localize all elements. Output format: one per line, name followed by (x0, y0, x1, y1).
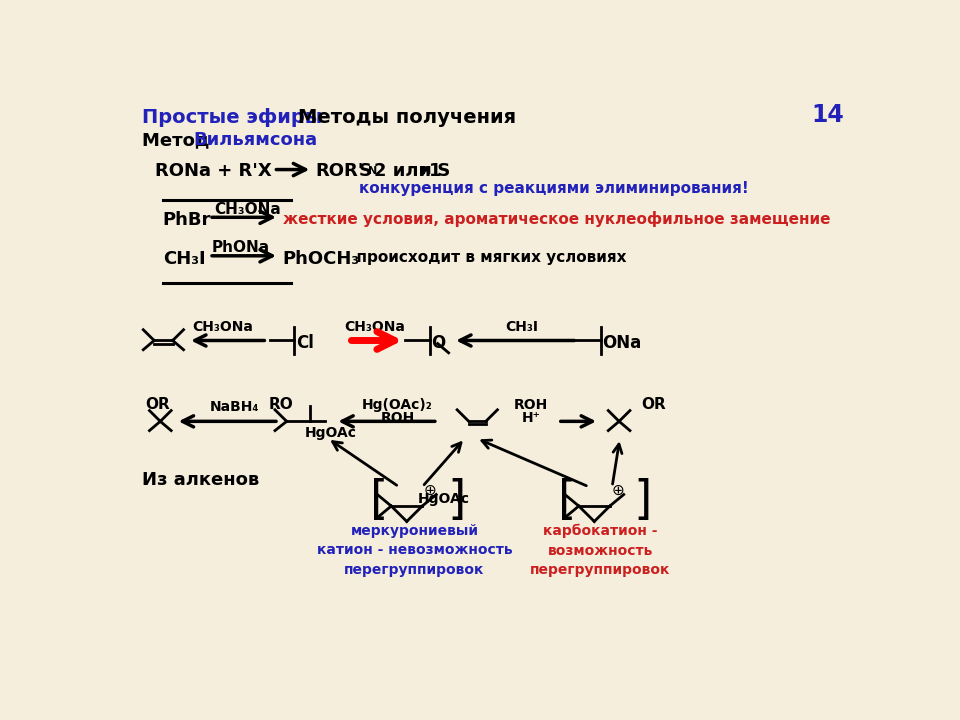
Text: Вильямсона: Вильямсона (194, 131, 318, 149)
Text: меркурониевый
катион - невозможность
перегруппировок: меркурониевый катион - невозможность пер… (317, 523, 513, 577)
Text: Простые эфиры: Простые эфиры (142, 108, 322, 127)
Text: N: N (422, 166, 431, 176)
Text: 2 или S: 2 или S (374, 162, 450, 180)
Text: 14: 14 (812, 104, 845, 127)
Text: Hg(OAc)₂: Hg(OAc)₂ (362, 398, 433, 413)
Text: жесткие условия, ароматическое нуклеофильное замещение: жесткие условия, ароматическое нуклеофил… (283, 211, 830, 227)
Text: O: O (432, 334, 445, 352)
Text: карбокатион -
возможность
перегруппировок: карбокатион - возможность перегруппирово… (530, 523, 671, 577)
Text: PhONa: PhONa (211, 240, 270, 256)
Text: H⁺: H⁺ (521, 410, 540, 425)
Text: OR: OR (641, 397, 665, 412)
Text: ROH: ROH (514, 398, 548, 413)
Text: Из алкенов: Из алкенов (142, 472, 259, 490)
Text: 1: 1 (428, 162, 441, 180)
Text: Метод: Метод (142, 131, 215, 149)
Text: NaBH₄: NaBH₄ (210, 400, 259, 414)
Text: Методы получения: Методы получения (299, 108, 516, 127)
Text: S: S (359, 162, 372, 180)
Text: ROH: ROH (380, 410, 415, 425)
Text: OR: OR (145, 397, 170, 412)
Text: конкуренция с реакциями элиминирования!: конкуренция с реакциями элиминирования! (359, 181, 749, 196)
Text: происходит в мягких условиях: происходит в мягких условиях (347, 250, 627, 265)
Text: N: N (368, 166, 377, 176)
Text: ]: ] (633, 477, 652, 523)
Text: RO: RO (269, 397, 294, 412)
Text: RONa + R'X: RONa + R'X (155, 162, 272, 180)
Text: CH₃ONa: CH₃ONa (214, 202, 281, 217)
Text: CH₃ONa: CH₃ONa (344, 320, 404, 335)
Text: ⊕: ⊕ (423, 483, 437, 498)
Text: Cl: Cl (296, 334, 314, 352)
Text: ⊕: ⊕ (612, 483, 624, 498)
Text: [: [ (558, 477, 576, 523)
Text: CH₃I: CH₃I (162, 250, 205, 268)
Text: HgOAc: HgOAc (304, 426, 356, 440)
Text: ROR': ROR' (315, 162, 364, 180)
Text: CH₃I: CH₃I (505, 320, 538, 335)
Text: CH₃ONa: CH₃ONa (193, 320, 253, 335)
Text: ONa: ONa (602, 334, 641, 352)
Text: PhBr: PhBr (162, 211, 211, 229)
Text: ]: ] (447, 477, 466, 523)
Text: PhOCH₃: PhOCH₃ (283, 250, 360, 268)
Text: [: [ (370, 477, 388, 523)
Text: HgOAc: HgOAc (418, 492, 469, 506)
